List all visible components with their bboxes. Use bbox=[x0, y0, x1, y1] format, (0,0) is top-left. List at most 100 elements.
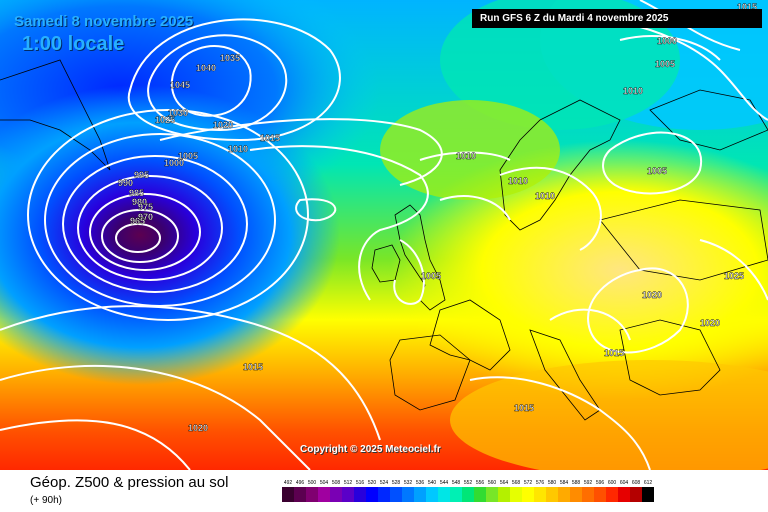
isobar-label: 1010 bbox=[456, 151, 476, 161]
isobar-label: 1040 bbox=[196, 63, 216, 73]
legend-swatch bbox=[426, 487, 438, 502]
legend-swatch bbox=[510, 487, 522, 502]
legend-label: 532 bbox=[403, 480, 413, 486]
legend-label: 500 bbox=[307, 480, 317, 486]
isobar-label: 1010 bbox=[535, 191, 555, 201]
legend-swatch bbox=[330, 487, 342, 502]
legend-label: 556 bbox=[475, 480, 485, 486]
legend-label: 580 bbox=[547, 480, 557, 486]
legend-swatch bbox=[570, 487, 582, 502]
legend-swatch bbox=[582, 487, 594, 502]
legend-label: 520 bbox=[367, 480, 377, 486]
isobar-label: 1015 bbox=[243, 362, 263, 372]
legend-swatch bbox=[282, 487, 294, 502]
isobar-label: 975 bbox=[138, 202, 153, 212]
legend-swatch bbox=[378, 487, 390, 502]
isobar-label: 1005 bbox=[647, 166, 667, 176]
isobar-label: 1005 bbox=[655, 59, 675, 69]
legend-label: 596 bbox=[595, 480, 605, 486]
legend-swatch bbox=[438, 487, 450, 502]
isobar-label: 1015 bbox=[737, 2, 757, 12]
legend-label: 492 bbox=[283, 480, 293, 486]
isobar-label: 1000 bbox=[657, 36, 677, 46]
legend-label: 540 bbox=[427, 480, 437, 486]
forecast-time: 1:00 locale bbox=[22, 33, 125, 55]
isobar-label: 980 bbox=[132, 197, 147, 207]
legend-label: 548 bbox=[451, 480, 461, 486]
isobar-label: 995 bbox=[134, 170, 149, 180]
legend-swatch bbox=[594, 487, 606, 502]
legend-label: 572 bbox=[523, 480, 533, 486]
legend-swatch bbox=[606, 487, 618, 502]
footer: Géop. Z500 & pression au sol (+ 90h) 492… bbox=[0, 470, 768, 512]
isobar-label: 1015 bbox=[604, 348, 624, 358]
isobar-label: 1020 bbox=[700, 318, 720, 328]
legend-label: 496 bbox=[295, 480, 305, 486]
legend-swatch bbox=[318, 487, 330, 502]
legend-swatch bbox=[306, 487, 318, 502]
legend-label: 564 bbox=[499, 480, 509, 486]
legend-label: 612 bbox=[643, 480, 653, 486]
weather-map: 1015 1035 1040 1045 1030 1025 1020 1015 … bbox=[0, 0, 768, 470]
isobar-label: 1020 bbox=[642, 290, 662, 300]
map-title: Géop. Z500 & pression au sol bbox=[30, 474, 229, 491]
legend-swatch bbox=[558, 487, 570, 502]
copyright: Copyright © 2025 Meteociel.fr bbox=[300, 444, 441, 455]
legend-swatch bbox=[522, 487, 534, 502]
legend-swatch bbox=[462, 487, 474, 502]
legend-label: 524 bbox=[379, 480, 389, 486]
isobar-label: 1020 bbox=[213, 120, 233, 130]
forecast-date: Samedi 8 novembre 2025 bbox=[14, 13, 194, 30]
isobar-label: 1005 bbox=[421, 271, 441, 281]
legend-label: 608 bbox=[631, 480, 641, 486]
legend-swatch bbox=[366, 487, 378, 502]
legend-swatch bbox=[498, 487, 510, 502]
isobar-label: 990 bbox=[118, 178, 133, 188]
isobar-label: 1015 bbox=[514, 403, 534, 413]
legend-label: 604 bbox=[619, 480, 629, 486]
forecast-offset: (+ 90h) bbox=[30, 495, 62, 506]
legend-swatch bbox=[642, 487, 654, 502]
legend-label: 504 bbox=[319, 480, 329, 486]
legend-swatch bbox=[414, 487, 426, 502]
legend-label: 568 bbox=[511, 480, 521, 486]
isobar-label: 1045 bbox=[170, 80, 190, 90]
legend-label: 544 bbox=[439, 480, 449, 486]
color-legend: 492 496 500 504 508 512 516 520 524 528 532 536 540 5… bbox=[282, 479, 654, 502]
legend-swatch bbox=[546, 487, 558, 502]
legend-swatch bbox=[486, 487, 498, 502]
legend-swatch bbox=[342, 487, 354, 502]
legend-label: 516 bbox=[355, 480, 365, 486]
isobar-label: 1025 bbox=[155, 115, 175, 125]
legend-swatch bbox=[474, 487, 486, 502]
isobar-label: 1025 bbox=[724, 271, 744, 281]
isobar-label: 1005 bbox=[178, 151, 198, 161]
isobar-label: 1020 bbox=[188, 423, 208, 433]
legend-swatch bbox=[450, 487, 462, 502]
legend-label: 552 bbox=[463, 480, 473, 486]
legend-swatch bbox=[390, 487, 402, 502]
legend-label: 536 bbox=[415, 480, 425, 486]
legend-label: 512 bbox=[343, 480, 353, 486]
run-banner: Run GFS 6 Z du Mardi 4 novembre 2025 bbox=[472, 9, 762, 28]
isobar-label: 1000 bbox=[164, 158, 184, 168]
legend-swatch bbox=[618, 487, 630, 502]
legend-swatch bbox=[354, 487, 366, 502]
isobar-label: 1030 bbox=[168, 108, 188, 118]
isobar-label: 1015 bbox=[260, 133, 280, 143]
legend-swatch bbox=[630, 487, 642, 502]
isobar-label: 1035 bbox=[220, 53, 240, 63]
legend-swatch bbox=[402, 487, 414, 502]
isobar-label: 1010 bbox=[623, 86, 643, 96]
legend-label: 528 bbox=[391, 480, 401, 486]
legend-label: 576 bbox=[535, 480, 545, 486]
legend-label: 600 bbox=[607, 480, 617, 486]
legend-label: 560 bbox=[487, 480, 497, 486]
isobar-label: 985 bbox=[129, 188, 144, 198]
isobar-label: 1010 bbox=[228, 144, 248, 154]
legend-label: 588 bbox=[571, 480, 581, 486]
isobar-label: 970 bbox=[138, 212, 153, 222]
isobar-label: 1010 bbox=[508, 176, 528, 186]
legend-swatch bbox=[294, 487, 306, 502]
legend-label: 508 bbox=[331, 480, 341, 486]
